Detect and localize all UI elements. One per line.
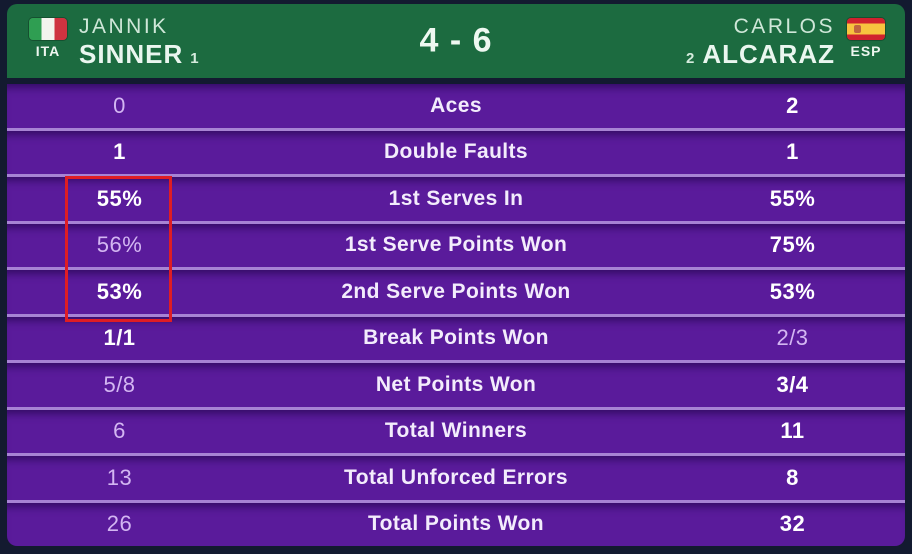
player-left-last-name-line: SINNER 1 [79, 39, 200, 74]
stat-value-left: 6 [113, 418, 126, 444]
scoreboard-header: ITA JANNIK SINNER 1 4 - 6 CARLOS 2 ALCARAZ… [7, 4, 905, 78]
player-right-flag-block: ESP [847, 18, 885, 59]
stat-value-right: 75% [769, 232, 816, 258]
stat-value-left: 5/8 [103, 371, 136, 397]
stat-row: 5/8 Net Points Won 3/4 [7, 360, 905, 407]
stat-value-left: 0 [113, 92, 126, 118]
stat-value-right: 8 [786, 464, 799, 490]
stat-value-left: 53% [96, 278, 143, 304]
stat-value-left: 26 [106, 511, 133, 537]
set-score: 4 - 6 [419, 21, 493, 60]
stat-row: 13 Total Unforced Errors 8 [7, 453, 905, 500]
stat-value-right: 1 [786, 139, 799, 165]
stat-row: 6 Total Winners 11 [7, 406, 905, 453]
stat-value-right: 55% [769, 185, 816, 211]
stat-value-left: 56% [96, 232, 143, 258]
stat-label: Double Faults [383, 140, 529, 164]
player-right-names: CARLOS 2 ALCARAZ [686, 14, 835, 74]
stat-value-right: 53% [769, 278, 816, 304]
stat-label: Break Points Won [363, 326, 549, 350]
match-stats-board: ITA JANNIK SINNER 1 4 - 6 CARLOS 2 ALCARAZ… [7, 4, 905, 546]
stat-value-left: 13 [106, 464, 133, 490]
player-right-last-name-line: 2 ALCARAZ [686, 39, 835, 74]
player-left-names: JANNIK SINNER 1 [79, 14, 200, 74]
player-left-first-name: JANNIK [79, 15, 169, 38]
stat-row: 56% 1st Serve Points Won 75% [7, 220, 905, 267]
stat-label: 1st Serve Points Won [344, 233, 568, 257]
stat-label: Total Points Won [368, 512, 544, 536]
stat-row: 1/1 Break Points Won 2/3 [7, 313, 905, 360]
player-left-seed: 1 [190, 50, 200, 67]
stat-label: Aces [430, 93, 482, 117]
stats-rows: 0 Aces 2 1 Double Faults 1 55% 1st Serve… [7, 84, 905, 546]
stat-value-left: 55% [96, 185, 143, 211]
stat-row: 1 Double Faults 1 [7, 127, 905, 174]
stat-value-right: 3/4 [776, 371, 809, 397]
italy-flag-icon [29, 18, 67, 40]
player-right-country-code: ESP [850, 43, 882, 59]
stat-row: 26 Total Points Won 32 [7, 499, 905, 546]
player-right-seed: 2 [686, 50, 696, 67]
stat-value-left: 1 [113, 139, 126, 165]
stat-row: 53% 2nd Serve Points Won 53% [7, 267, 905, 314]
stat-label: 2nd Serve Points Won [341, 279, 571, 303]
player-right-last-name: ALCARAZ [702, 39, 835, 69]
stat-value-right: 11 [780, 418, 805, 444]
player-left-flag-block: ITA [29, 18, 67, 59]
player-left-country-code: ITA [35, 43, 61, 59]
player-left-last-name: SINNER [79, 39, 184, 69]
stat-row: 0 Aces 2 [7, 84, 905, 128]
stat-value-right: 32 [779, 511, 806, 537]
stat-label: Total Winners [384, 419, 528, 443]
stat-label: Net Points Won [375, 372, 537, 396]
stat-label: 1st Serves In [388, 186, 524, 210]
stat-label: Total Unforced Errors [344, 465, 568, 489]
stat-value-right: 2/3 [776, 325, 809, 351]
spain-flag-icon [847, 18, 885, 40]
player-right-first-name: CARLOS [733, 15, 835, 38]
player-left: ITA JANNIK SINNER 1 [29, 14, 200, 74]
stat-value-left: 1/1 [103, 325, 136, 351]
player-right: CARLOS 2 ALCARAZ ESP [686, 14, 885, 74]
stat-row: 55% 1st Serves In 55% [7, 174, 905, 221]
spain-flag-emblem [854, 25, 861, 33]
stat-value-right: 2 [786, 92, 799, 118]
